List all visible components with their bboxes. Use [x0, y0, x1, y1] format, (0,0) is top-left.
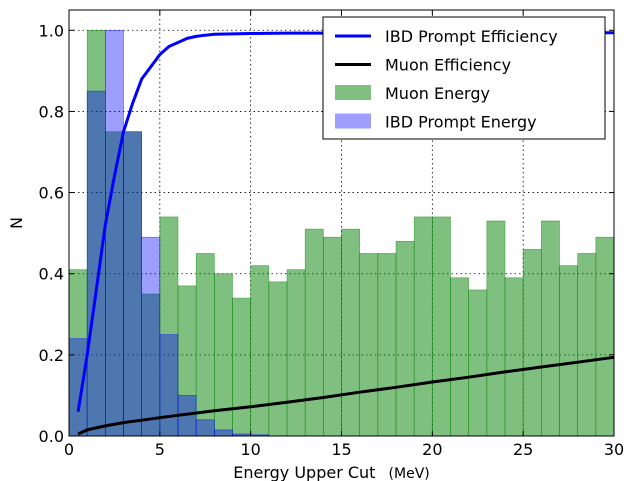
y-tick-label: 0.6: [39, 184, 64, 203]
histogram-bar: [377, 253, 397, 437]
histogram-bar: [341, 228, 360, 437]
histogram-bar: [286, 269, 306, 437]
histogram-bar: [268, 281, 288, 437]
histogram-bar: [159, 334, 179, 437]
histogram-bar: [141, 236, 161, 437]
histogram-bar: [195, 253, 215, 437]
histogram-bar: [432, 216, 451, 437]
legend-label: Muon Efficiency: [385, 56, 511, 75]
y-axis-title: N: [7, 217, 26, 229]
legend-label: IBD Prompt Energy: [385, 113, 537, 132]
x-axis-title: Energy Upper Cut (MeV): [233, 463, 430, 481]
x-axis-title-unit: (MeV): [389, 466, 430, 481]
x-axis-title-text: Energy Upper Cut: [233, 463, 375, 481]
x-tick-label: 0: [64, 440, 74, 459]
histogram-ibd-prompt-energy: [68, 29, 270, 437]
legend-swatch: [335, 85, 371, 100]
x-tick-label: 20: [422, 440, 442, 459]
efficiency-lines: [76, 31, 615, 436]
histogram-bar: [68, 338, 88, 437]
histogram-bar: [450, 277, 469, 437]
histogram-bars: [68, 29, 615, 437]
legend: IBD Prompt Efficiency Muon Efficiency Muon…: [322, 16, 606, 140]
line-muon-efficiency: [77, 355, 615, 436]
histogram-muon-energy: [68, 29, 615, 437]
histogram-bar: [232, 297, 251, 437]
x-tick-label: 10: [240, 440, 260, 459]
y-tick-label: 1.0: [39, 21, 64, 40]
histogram-bar: [323, 236, 342, 437]
histogram-bar: [486, 220, 506, 437]
x-tick-label: 15: [331, 440, 351, 459]
histogram-bar: [214, 429, 233, 437]
histogram-bar: [123, 131, 142, 437]
histogram-bar: [395, 240, 415, 437]
histogram-bar: [86, 90, 106, 437]
histogram-bar: [577, 253, 597, 437]
y-tick-label: 0.4: [39, 265, 64, 284]
line-ibd-prompt-efficiency: [76, 31, 614, 412]
x-tick-label: 5: [155, 440, 165, 459]
y-tick-label: 0.8: [39, 102, 64, 121]
x-tick-label: 25: [513, 440, 533, 459]
histogram-bar: [413, 216, 433, 437]
histogram-bar: [504, 277, 524, 437]
histogram-bar: [541, 220, 560, 437]
histogram-bar: [522, 249, 542, 437]
x-tick-label: 30: [604, 440, 624, 459]
histogram-bar: [359, 253, 379, 437]
legend-label: Muon Energy: [385, 84, 490, 103]
axis-ticks: 0 5 10 15 20 25 30 0.0 0.2 0.4 0.6 0.8 1.0: [39, 10, 624, 459]
legend-swatch: [335, 113, 371, 129]
histogram-bar: [250, 265, 270, 437]
y-tick-label: 0.0: [39, 427, 64, 446]
histogram-bar: [559, 265, 578, 437]
histogram-bar: [468, 289, 488, 437]
histogram-bar: [304, 228, 324, 437]
histogram-bar: [195, 419, 215, 437]
y-tick-label: 0.2: [39, 346, 64, 365]
legend-label: IBD Prompt Efficiency: [385, 27, 558, 46]
histogram-bar: [595, 236, 615, 437]
histogram-bar: [105, 29, 124, 437]
